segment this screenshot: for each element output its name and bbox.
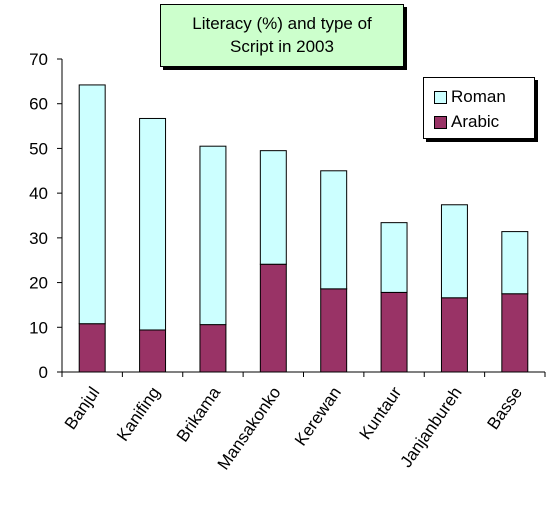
x-tick-label-basse: Basse: [483, 383, 526, 433]
y-tick-label: 70: [29, 50, 48, 69]
bar-roman-kerewan: [320, 170, 348, 290]
legend-label-arabic: Arabic: [451, 112, 500, 131]
bar-arabic-banjul: [78, 323, 106, 373]
y-tick-label: 40: [29, 184, 48, 203]
y-tick-label: 60: [29, 95, 48, 114]
bar-arabic-kerewan: [320, 288, 348, 373]
bar-roman-brikama: [199, 145, 227, 326]
bars-group: [78, 84, 529, 373]
bar-roman-mansakonko: [259, 150, 287, 265]
y-tick-label: 50: [29, 139, 48, 158]
x-tick-label-kerewan: Kerewan: [291, 383, 345, 449]
bar-roman-kuntaur: [380, 222, 408, 293]
legend-swatch-arabic: [434, 115, 447, 129]
legend-swatch-roman: [434, 90, 447, 104]
chart-title-line1: Literacy (%) and type of: [192, 14, 372, 33]
chart-title-line2: Script in 2003: [230, 37, 334, 56]
x-tick-label-kanifing: Kanifing: [113, 383, 164, 444]
bar-arabic-kanifing: [139, 329, 167, 373]
y-tick-label: 10: [29, 318, 48, 337]
chart-title: Literacy (%) and type of Script in 2003: [160, 4, 404, 67]
x-tick-label-janjanbureh: Janjanbureh: [396, 383, 465, 471]
bar-arabic-basse: [501, 293, 529, 373]
legend-label-roman: Roman: [451, 87, 506, 106]
x-tick-label-kuntaur: Kuntaur: [356, 383, 406, 443]
y-tick-label: 0: [39, 363, 48, 382]
x-tick-label-mansakonko: Mansakonko: [214, 383, 285, 473]
legend: Roman Arabic: [423, 77, 535, 139]
y-tick-label: 20: [29, 274, 48, 293]
x-tick-label-brikama: Brikama: [173, 383, 225, 445]
bar-roman-basse: [501, 231, 529, 295]
bar-arabic-kuntaur: [380, 291, 408, 373]
bar-arabic-brikama: [199, 324, 227, 373]
bar-arabic-janjanbureh: [440, 297, 468, 373]
bar-roman-kanifing: [139, 117, 167, 331]
bar-roman-banjul: [78, 84, 106, 325]
legend-item-roman: Roman: [434, 86, 506, 108]
bar-roman-janjanbureh: [440, 204, 468, 299]
legend-item-arabic: Arabic: [434, 111, 499, 133]
bar-arabic-mansakonko: [259, 263, 287, 373]
y-tick-label: 30: [29, 229, 48, 248]
x-tick-label-banjul: Banjul: [61, 383, 104, 433]
